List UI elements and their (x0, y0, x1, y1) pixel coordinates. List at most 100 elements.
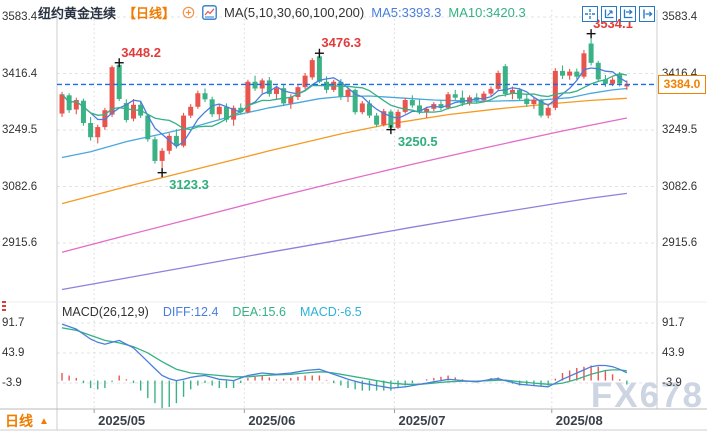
candle (145, 115, 151, 140)
candle (202, 93, 208, 100)
period-tag[interactable]: 【日线】 (123, 6, 176, 21)
macd-dea-value: DEA:15.6 (232, 305, 286, 319)
ma5-value: MA5:3393.3 (371, 5, 442, 20)
zoom-axis-icon[interactable] (601, 6, 617, 22)
candle (481, 93, 487, 101)
candle (274, 88, 279, 94)
candle (80, 100, 86, 124)
candle (338, 81, 344, 97)
candle (402, 100, 408, 112)
caret-up-icon[interactable]: ▲ (39, 415, 49, 427)
ma-line-ma100 (61, 117, 628, 253)
candle (488, 88, 494, 94)
candle (95, 127, 101, 138)
ma-line-ma200 (61, 192, 627, 291)
chart-toolbar (582, 6, 655, 22)
candle (181, 115, 187, 146)
candle (166, 135, 172, 151)
candle (617, 74, 623, 84)
candle (445, 94, 451, 108)
candle (552, 70, 558, 108)
macd-diff-value: DIFF:12.4 (162, 305, 219, 319)
candle (131, 104, 136, 119)
candle (545, 107, 551, 116)
candle (366, 103, 372, 116)
candle (602, 79, 608, 84)
candle (438, 104, 444, 108)
candle (316, 56, 322, 82)
candle (381, 111, 387, 125)
candle (238, 107, 244, 113)
candle (295, 87, 301, 97)
period-selector-label[interactable]: 日线 (5, 413, 33, 429)
candle (288, 96, 294, 104)
candle (531, 100, 537, 105)
candle (88, 123, 94, 138)
candle (567, 71, 573, 76)
candle (538, 100, 544, 116)
candle (424, 108, 430, 112)
candle (159, 150, 165, 161)
ma-line-ma10 (61, 73, 628, 131)
candle (374, 115, 380, 125)
candle (417, 105, 422, 112)
macd-hist-value: MACD:-6.5 (299, 305, 362, 319)
candle (109, 67, 115, 115)
candle (524, 98, 530, 105)
candle (59, 94, 65, 114)
candle (123, 103, 129, 120)
watermark: FX678 (590, 376, 704, 415)
circle-plus-icon[interactable] (182, 6, 195, 19)
candle (223, 106, 229, 120)
pan-right-icon[interactable] (639, 6, 655, 22)
candle (409, 100, 415, 106)
candle (352, 89, 358, 113)
chart-header: 纽约黄金连续 【日线】 MA(5,10,30,60,100,200) MA5:3… (38, 3, 526, 22)
instrument-title: 纽约黄金连续 (38, 6, 117, 21)
candle (116, 64, 122, 100)
candle (73, 100, 79, 110)
chart-style-icon[interactable] (202, 5, 217, 20)
candle (495, 72, 501, 89)
panel-resize-icon[interactable] (2, 301, 7, 315)
macd-header: MACD(26,12,9) DIFF:12.4 DEA:15.6 MACD:-6… (62, 305, 362, 319)
candle (309, 60, 315, 78)
diff-line (61, 323, 628, 389)
candle (574, 71, 580, 77)
candle (259, 80, 265, 89)
candle (195, 93, 201, 107)
candle (188, 106, 194, 116)
crosshair-icon[interactable] (582, 6, 598, 22)
pan-axis-icon[interactable] (620, 6, 636, 22)
candle (281, 88, 287, 104)
period-selector[interactable]: 日线 ▲ (5, 411, 49, 431)
candle (509, 89, 515, 94)
candle (345, 89, 351, 97)
candle (588, 43, 594, 63)
candle (502, 66, 508, 94)
candle (302, 75, 308, 88)
candle (173, 135, 179, 146)
last-price-badge: 3384.0 (658, 75, 706, 94)
candle (252, 81, 258, 89)
candle (152, 139, 158, 161)
candle (452, 94, 458, 98)
candle (266, 80, 272, 94)
candle (209, 99, 215, 115)
macd-settings-label[interactable]: MACD(26,12,9) (62, 305, 149, 319)
candle (459, 97, 465, 104)
dea-line (61, 327, 627, 385)
candle (216, 106, 222, 115)
candle (624, 84, 630, 87)
candle (388, 111, 394, 128)
candle (581, 53, 587, 77)
candle (610, 79, 616, 84)
ma-line-ma5 (61, 67, 628, 148)
candle (245, 81, 251, 113)
ma-settings-label[interactable]: MA(5,10,30,60,100,200) (224, 5, 365, 20)
candle (395, 111, 401, 128)
ma10-value: MA10:3420.3 (448, 5, 526, 20)
candle (595, 62, 601, 80)
